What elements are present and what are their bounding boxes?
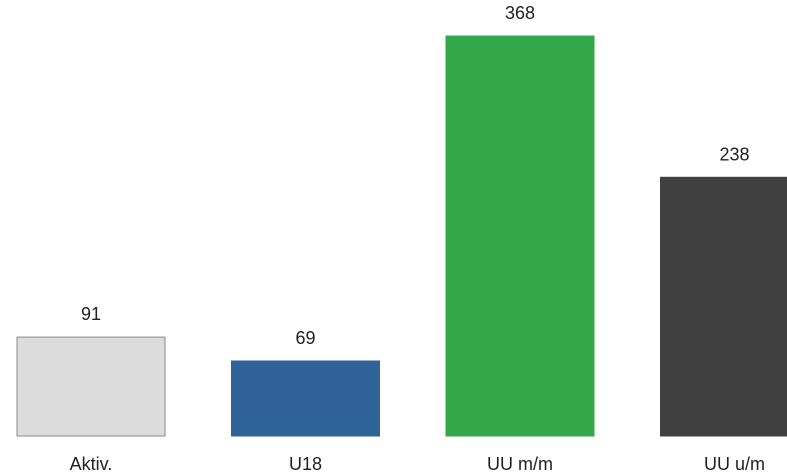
category-label-u18: U18 <box>289 454 322 474</box>
value-labels-group: 91 69 368 238 <box>81 3 750 348</box>
bar-u18 <box>231 360 380 437</box>
value-label-uu-u-m: 238 <box>719 144 749 164</box>
value-label-aktiv: 91 <box>81 304 101 324</box>
category-label-aktiv: Aktiv. <box>70 454 113 474</box>
category-label-uu-m-m: UU m/m <box>487 454 553 474</box>
bar-aktiv <box>16 336 166 437</box>
category-label-uu-u-m: UU u/m <box>704 454 765 474</box>
bar-uu-u-m <box>660 176 787 437</box>
category-labels-group: Aktiv. U18 UU m/m UU u/m <box>70 454 765 474</box>
bar-uu-m-m <box>445 35 595 437</box>
value-label-u18: 69 <box>295 328 315 348</box>
value-label-uu-m-m: 368 <box>505 3 535 23</box>
bars-group <box>16 35 787 437</box>
